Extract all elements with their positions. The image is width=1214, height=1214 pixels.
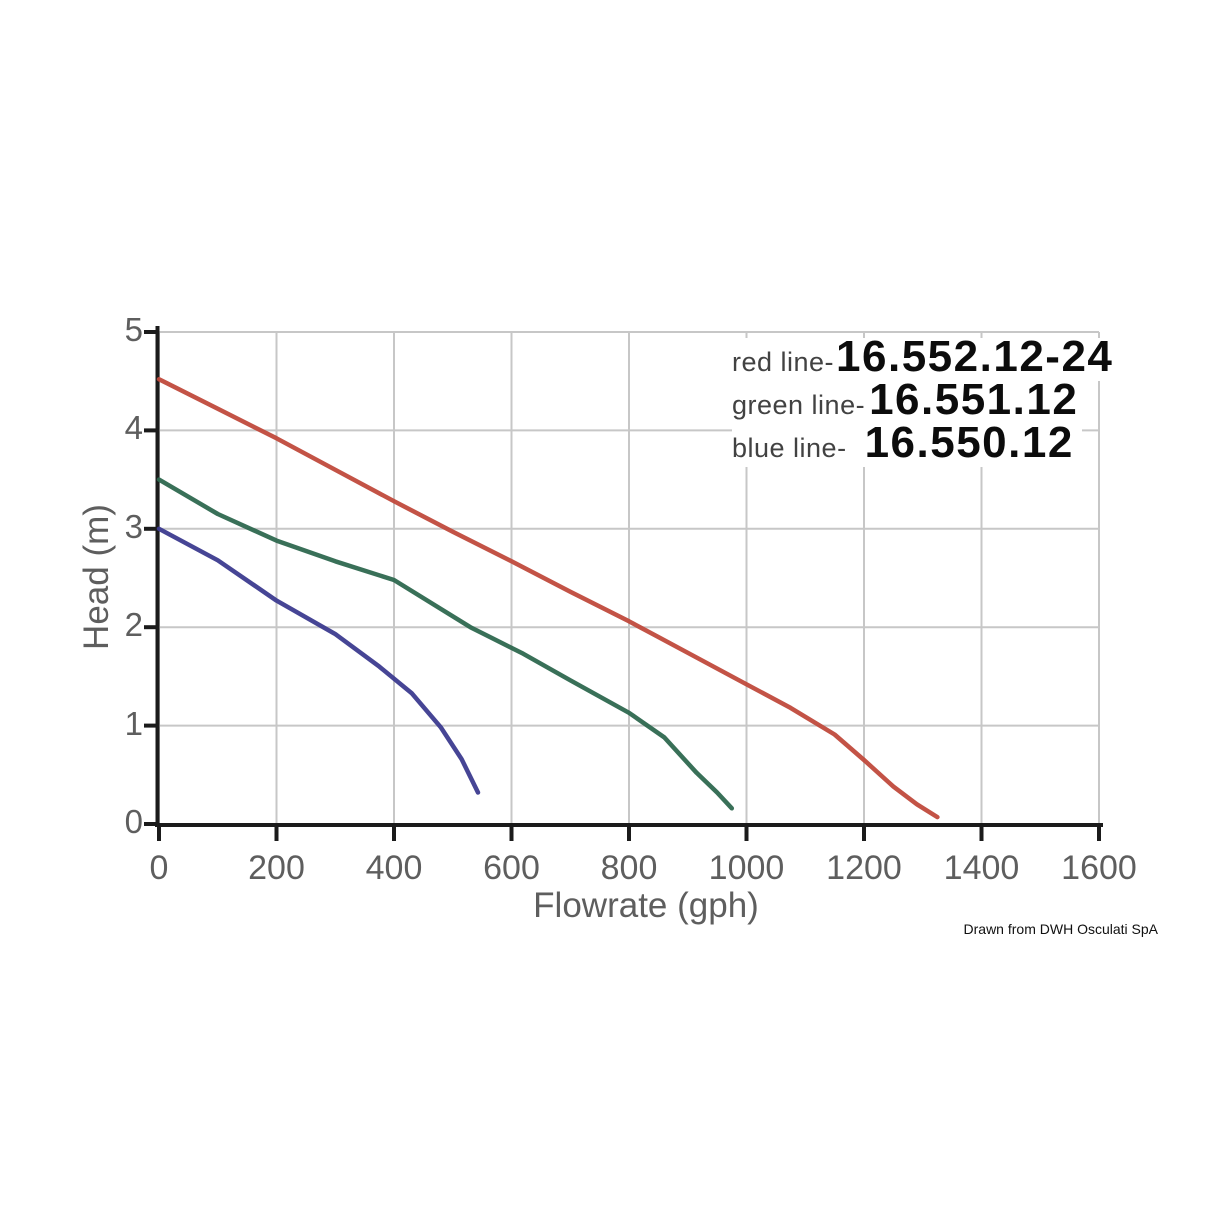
x-tick-label: 600 [483, 849, 540, 887]
legend-label-red: red line- [732, 347, 835, 377]
y-tick-label: 1 [124, 704, 143, 742]
y-tick-label: 3 [124, 507, 143, 545]
x-tick-label: 1000 [708, 849, 785, 887]
x-tick-label: 800 [600, 849, 658, 887]
x-tick-label: 400 [365, 849, 423, 887]
legend-label-green: green line- [732, 390, 866, 420]
curve-16.551.12 [156, 477, 735, 811]
x-tick-label: 1400 [943, 849, 1020, 887]
y-tick-label: 4 [124, 409, 143, 447]
x-tick-label: 1600 [1061, 849, 1137, 887]
legend-value-red: 16.552.12-24 [836, 332, 1114, 381]
x-tick-label: 200 [248, 849, 305, 887]
attribution-note: Drawn from DWH Osculati SpA [963, 921, 1158, 937]
x-tick-label: 0 [149, 849, 169, 887]
curve-16.550.12 [156, 526, 481, 795]
curve-16.552.12-24 [156, 376, 940, 820]
legend-value-blue: 16.550.12 [864, 418, 1074, 467]
legend-row-red: red line- 16.552.12-24 [732, 332, 1122, 381]
x-tick-label: 1200 [826, 849, 902, 887]
x-axis-title: Flowrate (gph) [533, 886, 759, 925]
legend-row-green: green line- 16.551.12 [732, 375, 1087, 424]
legend-value-green: 16.551.12 [869, 375, 1079, 424]
y-tick-label: 2 [124, 606, 143, 644]
legend-row-blue: blue line- 16.550.12 [732, 418, 1082, 467]
legend: red line- 16.552.12-24 green line- 16.55… [732, 332, 1122, 467]
y-tick-label: 0 [124, 803, 143, 840]
legend-label-blue: blue line- [732, 433, 847, 463]
y-tick-label: 5 [124, 311, 143, 348]
